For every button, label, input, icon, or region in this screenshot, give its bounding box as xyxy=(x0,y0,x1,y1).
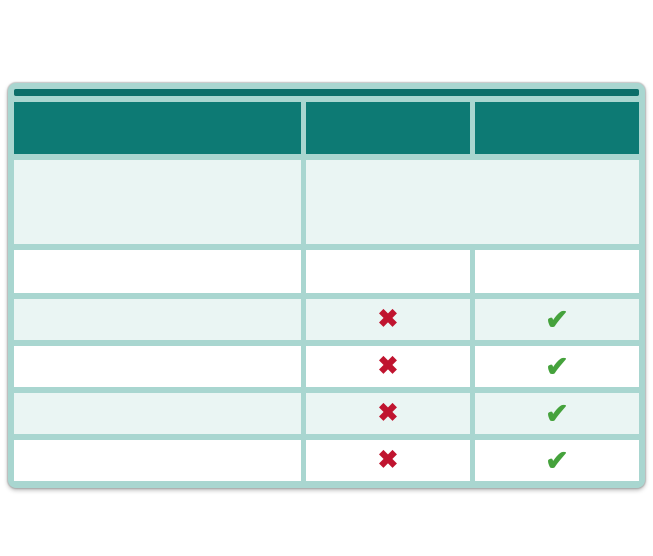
table-row: ✖ ✔ xyxy=(14,440,639,481)
table-intro-row xyxy=(14,160,639,244)
table-row: ✖ ✔ xyxy=(14,393,639,434)
row-feature-cell xyxy=(14,440,301,481)
cross-icon: ✖ xyxy=(377,446,399,474)
row-option1-cell: ✖ xyxy=(306,299,470,340)
row-option1-cell: ✖ xyxy=(306,440,470,481)
row-feature-cell xyxy=(14,346,301,387)
table-row: ✖ ✔ xyxy=(14,346,639,387)
table-top-stripe xyxy=(14,89,639,96)
header-cell-2 xyxy=(306,102,470,154)
row-option1-cell: ✖ xyxy=(306,346,470,387)
comparison-table: ✖ ✔ ✖ ✔ ✖ ✔ xyxy=(8,83,645,488)
header-cell-3 xyxy=(475,102,639,154)
row-option1-cell: ✖ xyxy=(306,393,470,434)
check-icon: ✔ xyxy=(545,303,569,335)
table-data-rows: ✖ ✔ ✖ ✔ ✖ ✔ xyxy=(14,299,639,481)
check-icon: ✔ xyxy=(545,444,569,476)
row-option2-cell: ✔ xyxy=(475,299,639,340)
check-icon: ✔ xyxy=(545,350,569,382)
label-row-cell-1 xyxy=(14,250,301,293)
row-option2-cell: ✔ xyxy=(475,393,639,434)
label-row-cell-2 xyxy=(306,250,470,293)
table-label-row xyxy=(14,250,639,293)
row-option2-cell: ✔ xyxy=(475,440,639,481)
row-option2-cell: ✔ xyxy=(475,346,639,387)
table-row: ✖ ✔ xyxy=(14,299,639,340)
header-cell-1 xyxy=(14,102,301,154)
row-feature-cell xyxy=(14,393,301,434)
cross-icon: ✖ xyxy=(377,352,399,380)
check-icon: ✔ xyxy=(545,397,569,429)
row-feature-cell xyxy=(14,299,301,340)
table-header-row xyxy=(14,102,639,154)
label-row-cell-3 xyxy=(475,250,639,293)
intro-row-merged-cell xyxy=(306,160,639,244)
cross-icon: ✖ xyxy=(377,305,399,333)
intro-row-cell-1 xyxy=(14,160,301,244)
cross-icon: ✖ xyxy=(377,399,399,427)
